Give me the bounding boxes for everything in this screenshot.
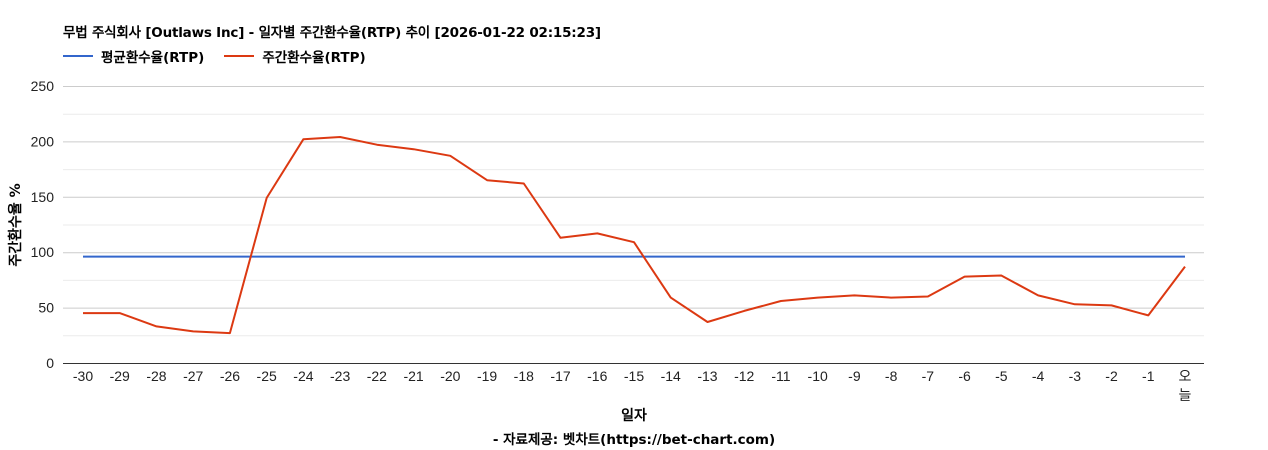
- x-tick-label: -17: [550, 368, 570, 384]
- x-tick-label: -26: [220, 368, 240, 384]
- x-tick-label: -14: [661, 368, 681, 384]
- x-tick-label: -16: [587, 368, 607, 384]
- x-axis-ticks: -30 -29 -28 -27 -26 -25 -24 -23 -22 -21 -20 -19 -18-…: [73, 368, 1192, 403]
- legend-item-average-rtp[interactable]: 평균환수율(RTP): [63, 46, 204, 66]
- x-tick-label: -2: [1105, 368, 1118, 384]
- x-tick-label: -19: [477, 368, 497, 384]
- y-tick-label: 0: [46, 355, 54, 371]
- x-tick-label: -30: [73, 368, 93, 384]
- x-tick-label: -4: [1032, 368, 1045, 384]
- x-tick-label: -12: [734, 368, 754, 384]
- legend-swatch-red: [224, 55, 255, 57]
- x-tick-label: -7: [922, 368, 935, 384]
- x-tick-label: -23: [330, 368, 350, 384]
- gridlines: [63, 86, 1204, 337]
- y-tick-label: 150: [31, 189, 55, 205]
- legend-swatch-blue: [63, 55, 93, 57]
- x-tick-label: -29: [110, 368, 130, 384]
- chart-title: 무법 주식회사 [Outlaws Inc] - 일자별 주간환수율(RTP) 추…: [63, 25, 601, 41]
- y-axis-ticks: 0 50 100 150 200 250: [31, 78, 55, 371]
- y-tick-label: 200: [31, 133, 55, 149]
- x-tick-label: -6: [958, 368, 971, 384]
- x-tick-label: -9: [848, 368, 861, 384]
- y-tick-label: 250: [31, 78, 55, 94]
- x-tick-label: 오: [1179, 368, 1192, 384]
- x-tick-label: -8: [885, 368, 898, 384]
- series-lines: [83, 136, 1186, 335]
- x-tick-label: -25: [257, 368, 277, 384]
- x-tick-label: -3: [1069, 368, 1082, 384]
- x-tick-label: -21: [403, 368, 423, 384]
- x-tick-label: -13: [697, 368, 717, 384]
- data-source-credit: - 자료제공: 벳차트(https://bet-chart.com): [492, 432, 776, 448]
- x-tick-label: -11: [771, 368, 790, 384]
- legend: 평균환수율(RTP) 주간환수율(RTP): [63, 46, 386, 66]
- x-tick-label: -10: [808, 368, 828, 384]
- x-tick-label: -22: [367, 368, 387, 384]
- x-tick-label: -18: [514, 368, 534, 384]
- x-tick-label: -28: [146, 368, 166, 384]
- legend-label: 평균환수율(RTP): [101, 50, 205, 66]
- series-line[interactable]: [83, 136, 1186, 335]
- y-tick-label: 100: [31, 244, 55, 260]
- x-tick-label: 늘: [1179, 387, 1192, 403]
- y-tick-label: 50: [38, 300, 54, 316]
- x-tick-label: -24: [293, 368, 313, 384]
- x-tick-label: -5: [995, 368, 1008, 384]
- x-tick-label: -27: [183, 368, 203, 384]
- y-axis-title: 주간환수율 %: [8, 183, 24, 267]
- legend-item-weekly-rtp[interactable]: 주간환수율(RTP): [224, 46, 366, 66]
- x-tick-label: -20: [440, 368, 460, 384]
- legend-label: 주간환수율(RTP): [262, 50, 366, 66]
- x-axis-title: 일자: [621, 408, 647, 424]
- x-tick-label: -15: [624, 368, 644, 384]
- x-tick-label: -1: [1142, 368, 1155, 384]
